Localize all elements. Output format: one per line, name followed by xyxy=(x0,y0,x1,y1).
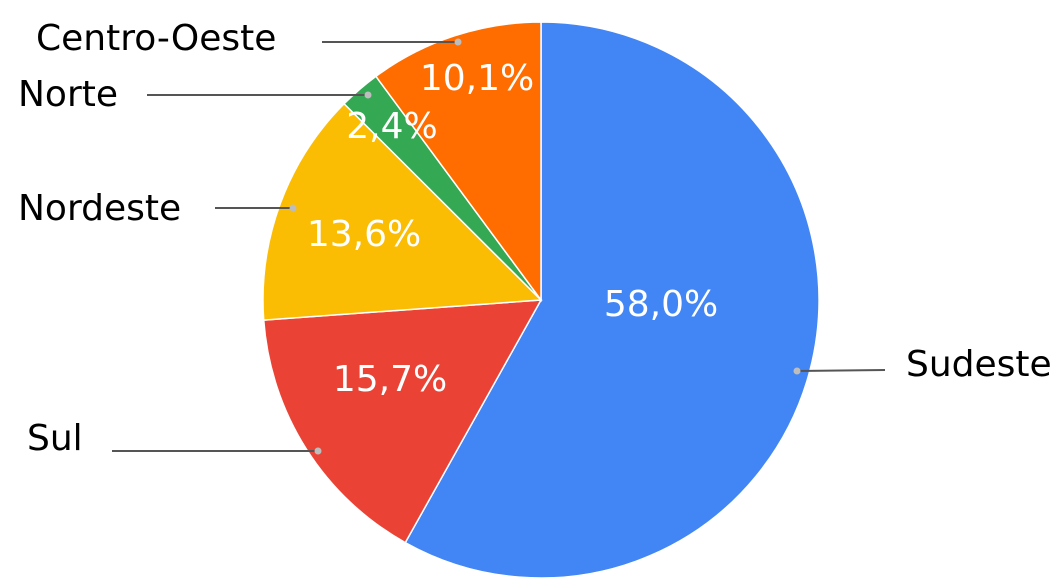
slice-sul xyxy=(262,299,543,544)
value-label-nordeste: 13,6% xyxy=(307,214,421,255)
category-label-norte: Norte xyxy=(18,74,118,115)
value-label-sul: 15,7% xyxy=(333,359,447,400)
category-label-sul: Sul xyxy=(27,418,83,459)
slice-nordeste xyxy=(262,102,543,321)
leader-lines xyxy=(112,38,886,455)
slice-centro-oeste xyxy=(374,21,542,303)
leader-dot-centro-oeste xyxy=(454,38,462,46)
leader-line-sudeste xyxy=(796,369,886,372)
value-label-sudeste: 58,0% xyxy=(604,284,718,325)
value-label-norte: 2,4% xyxy=(346,106,437,147)
leader-dot-sudeste xyxy=(793,367,801,375)
value-label-centro-oeste: 10,1% xyxy=(420,58,534,99)
category-label-sudeste: Sudeste xyxy=(906,344,1052,385)
leader-dot-sul xyxy=(314,447,322,455)
value-labels: 58,0% 15,7% 13,6% 2,4% 10,1% xyxy=(307,58,718,400)
leader-dot-norte xyxy=(364,91,372,99)
leader-dot-nordeste xyxy=(289,204,297,212)
category-labels: Sudeste Sul Nordeste Norte Centro-Oeste xyxy=(18,18,1052,459)
category-label-nordeste: Nordeste xyxy=(18,188,181,229)
pie-slices xyxy=(262,21,820,579)
category-label-centro-oeste: Centro-Oeste xyxy=(36,18,276,59)
